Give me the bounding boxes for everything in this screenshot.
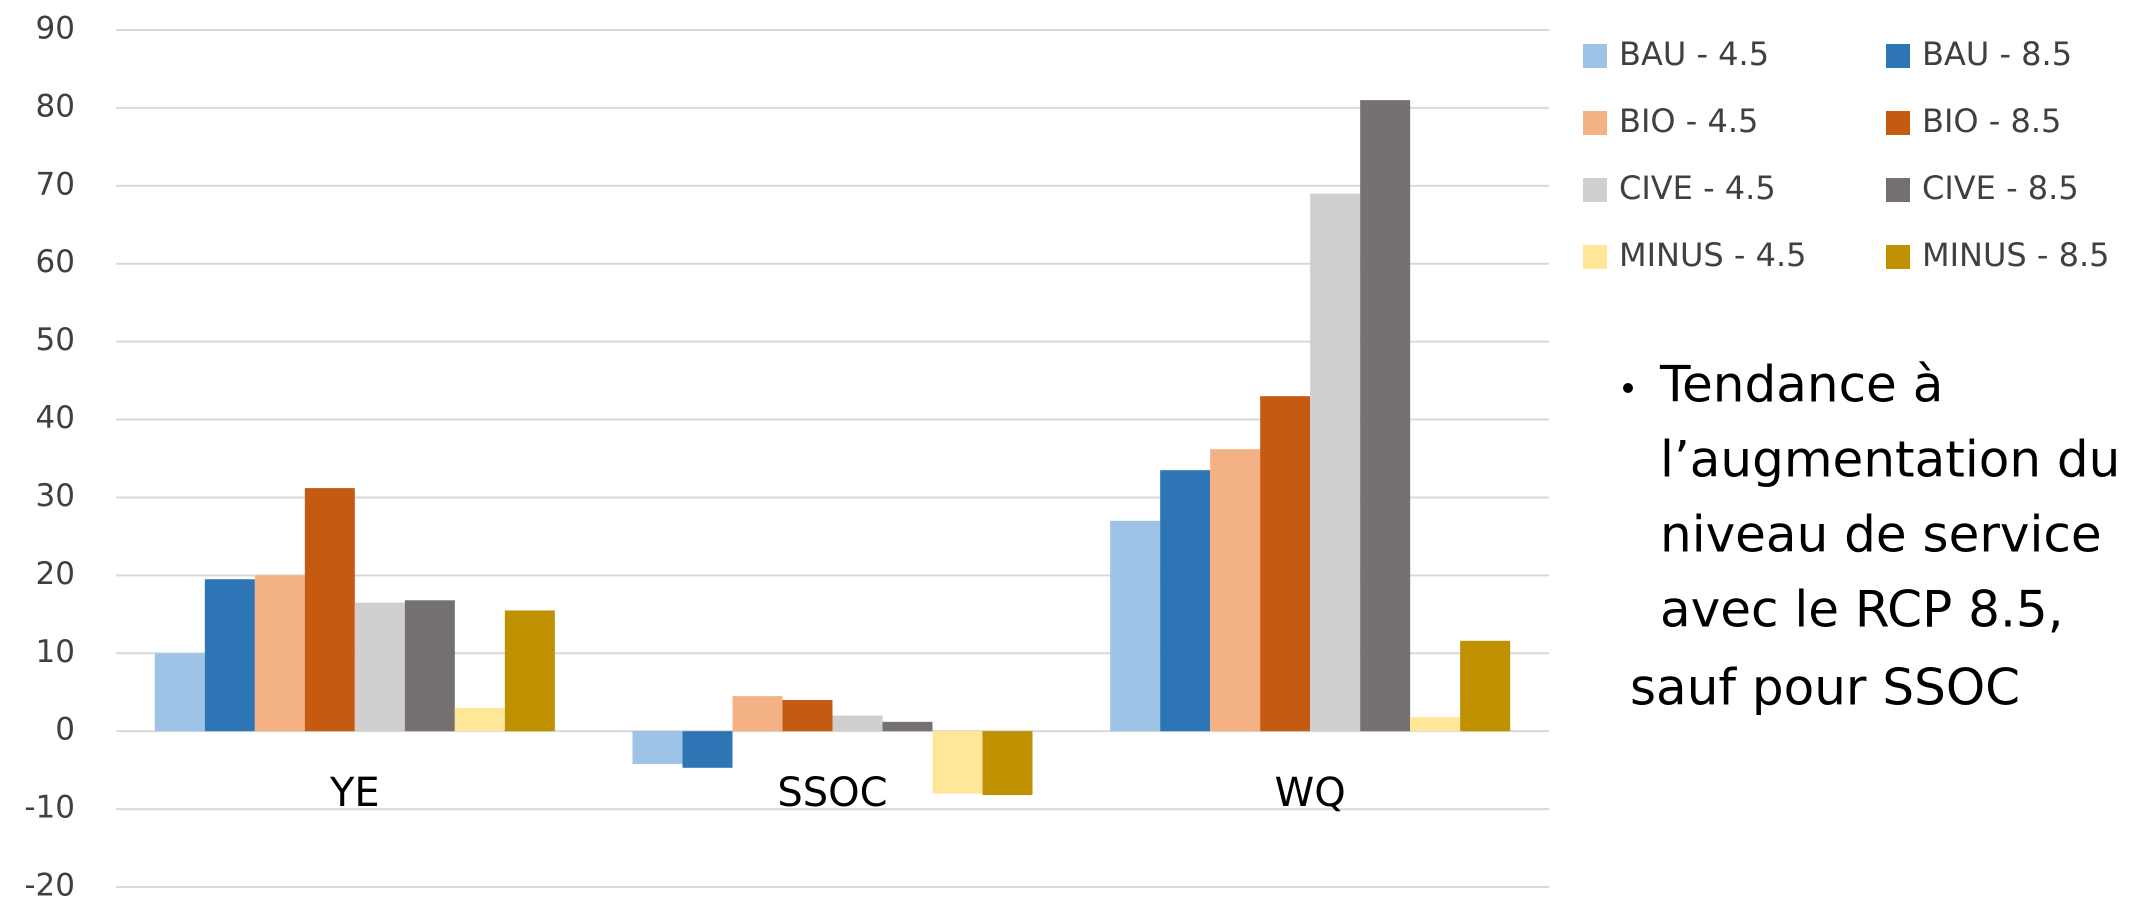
annotation-line: niveau de service [1660,506,2102,564]
bar [682,731,733,768]
legend-label: BIO - 4.5 [1619,102,1758,140]
bar [782,700,833,732]
y-tick-label: 70 [36,166,75,202]
bar [304,488,355,732]
bar [204,579,255,732]
annotation-line: sauf pour SSOC [1630,659,2020,717]
x-tick-label: WQ [1275,770,1346,816]
bar [1410,717,1461,732]
legend-label: BAU - 8.5 [1922,35,2072,73]
y-tick-label: 30 [36,478,75,514]
bar [932,731,983,794]
x-tick-label: SSOC [777,770,887,816]
legend-label: BIO - 8.5 [1922,102,2061,140]
annotation-line: Tendance à [1659,356,1943,414]
legend-swatch [1886,44,1910,68]
y-tick-label: 60 [36,244,75,280]
x-tick-label: YE [329,770,380,816]
bar [832,715,883,732]
bar [1260,396,1311,732]
y-tick-label: 40 [36,400,75,436]
bar [632,731,683,764]
legend-label: BAU - 4.5 [1619,35,1769,73]
annotation-line: avec le RCP 8.5, [1660,581,2064,639]
bar [1210,449,1261,732]
bar [1310,193,1361,732]
bar [1110,520,1161,732]
bar [454,707,505,732]
y-tick-label: 20 [36,556,75,592]
y-tick-label: -10 [24,790,75,826]
y-tick-label: 50 [36,322,75,358]
bar [732,696,783,732]
legend-label: CIVE - 4.5 [1619,169,1776,207]
legend-swatch [1583,44,1607,68]
legend-label: MINUS - 4.5 [1619,236,1807,274]
legend-swatch [1583,178,1607,202]
y-tick-label: 80 [36,88,75,124]
bar [1160,470,1211,732]
y-tick-label: 10 [36,634,75,670]
bar [982,731,1033,796]
legend-swatch [1886,178,1910,202]
bar [404,600,455,732]
legend-label: MINUS - 8.5 [1922,236,2110,274]
bullet [1623,383,1633,393]
y-tick-label: 0 [55,712,75,748]
bar [154,653,205,732]
y-tick-label: -20 [24,868,75,902]
annotation-line: l’augmentation du [1660,431,2120,489]
legend-swatch [1886,245,1910,269]
bar [504,610,555,732]
legend-swatch [1583,245,1607,269]
y-tick-label: 90 [36,11,75,47]
bar [882,721,933,732]
bar [1460,640,1511,732]
bar [254,575,305,732]
legend-label: CIVE - 8.5 [1922,169,2079,207]
bar [354,602,405,732]
legend-swatch [1886,111,1910,135]
bar [1360,100,1411,732]
legend-swatch [1583,111,1607,135]
